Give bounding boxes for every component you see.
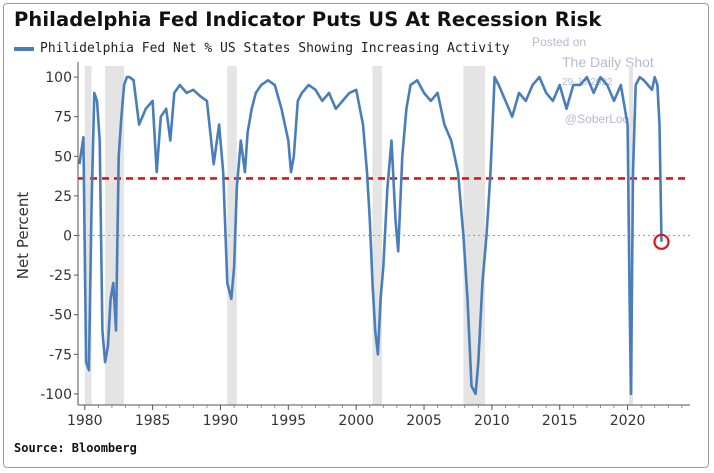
latest-value-marker: [653, 233, 670, 250]
recession-band: [628, 66, 634, 405]
watermark-handle: @SoberLook: [565, 112, 636, 126]
y-tick-label: 100: [45, 70, 72, 86]
chart-title: Philadelphia Fed Indicator Puts US At Re…: [14, 8, 602, 31]
y-tick-label: -75: [49, 347, 72, 363]
y-tick-label: 75: [54, 110, 72, 126]
series-line: [78, 75, 663, 396]
x-tick-label: 2000: [338, 413, 374, 429]
y-tick-label: -50: [49, 308, 72, 324]
legend-swatch: [14, 46, 34, 51]
x-tick-label: 2020: [610, 413, 646, 429]
y-tick-label: 25: [54, 189, 72, 205]
watermark-posted-on: Posted on: [532, 35, 587, 49]
y-axis-label: Net Percent: [14, 192, 32, 280]
x-tick-label: 1980: [67, 413, 103, 429]
source-note: Source: Bloomberg: [14, 441, 137, 455]
x-tick-label: 2005: [406, 413, 442, 429]
y-tick-label: -25: [49, 268, 72, 284]
y-tick-label: 0: [63, 229, 72, 245]
x-tick-label: 2015: [542, 413, 578, 429]
x-tick-label: 1995: [271, 413, 307, 429]
x-tick-label: 1990: [203, 413, 239, 429]
y-tick-label: 50: [54, 149, 72, 165]
recession-band: [227, 66, 237, 405]
legend-label: Philidelphia Fed Net % US States Showing…: [40, 41, 510, 56]
watermark-date: 29-Ju-2022: [562, 77, 613, 88]
chart-legend: Philidelphia Fed Net % US States Showing…: [14, 41, 510, 56]
recession-band: [372, 66, 382, 405]
x-tick-label: 1985: [135, 413, 171, 429]
y-tick-label: -100: [40, 387, 72, 403]
x-tick-label: 2010: [474, 413, 510, 429]
